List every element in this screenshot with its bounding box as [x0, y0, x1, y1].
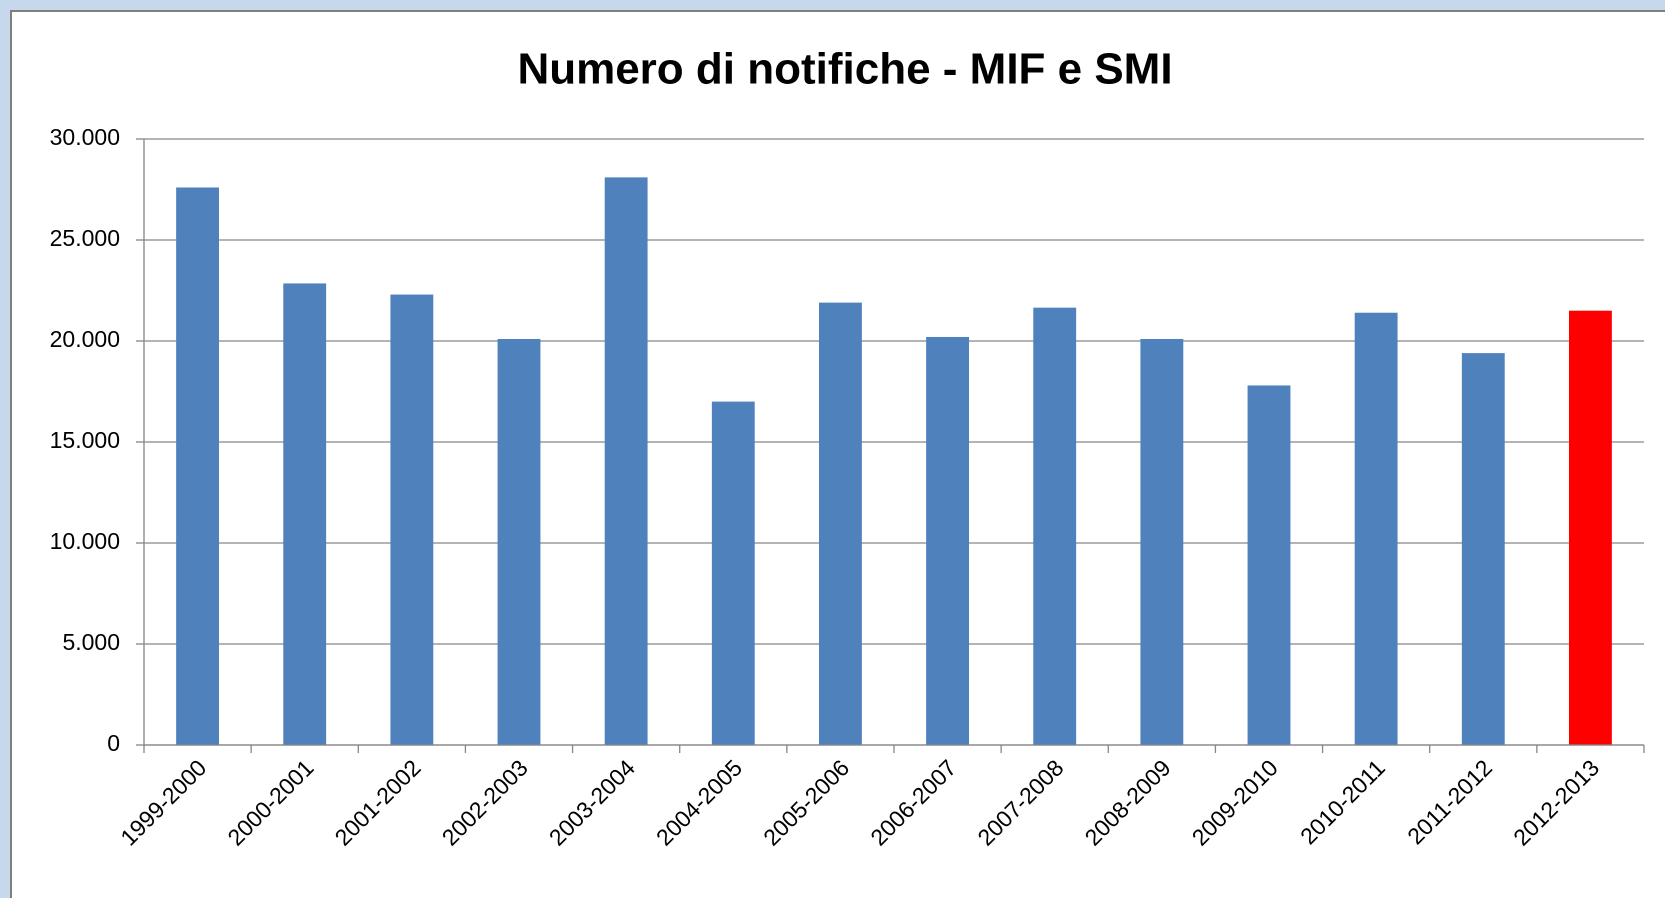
chart-title: Numero di notifiche - MIF e SMI [517, 45, 1172, 94]
y-tick-label: 0 [107, 730, 120, 756]
y-tick-label: 20.000 [50, 326, 120, 352]
bar [1461, 353, 1505, 745]
bar [926, 336, 969, 745]
bar [283, 283, 327, 745]
y-tick-label: 15.000 [50, 427, 120, 453]
bar [1033, 307, 1077, 745]
y-tick-label: 5.000 [62, 629, 120, 655]
bar [1247, 385, 1291, 745]
bar [604, 177, 648, 745]
bar [1569, 310, 1612, 745]
bar [497, 338, 541, 745]
y-tick-label: 10.000 [50, 528, 120, 554]
bar [390, 294, 434, 745]
bar [176, 187, 219, 746]
bar [711, 401, 755, 745]
bar [819, 302, 862, 745]
bar [1140, 338, 1184, 745]
y-tick-label: 25.000 [50, 225, 120, 251]
y-tick-label: 30.000 [50, 124, 120, 150]
bar [1354, 312, 1398, 745]
